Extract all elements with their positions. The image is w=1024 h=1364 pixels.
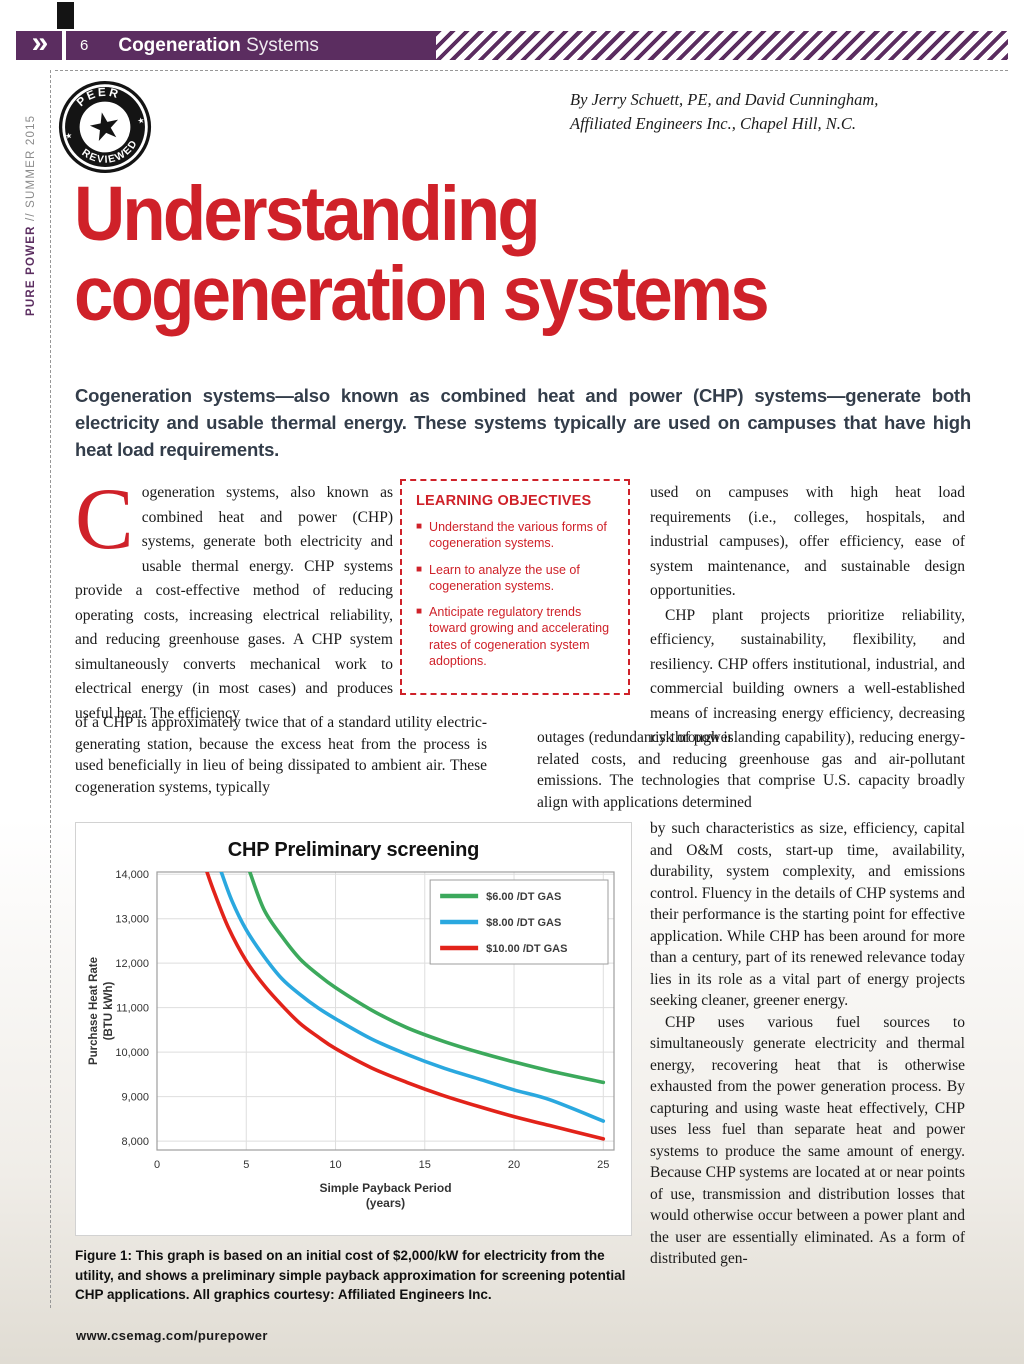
learning-objective-text: Anticipate regulatory trends toward grow… — [429, 605, 610, 668]
svg-text:20: 20 — [508, 1159, 520, 1171]
byline-affiliation: Affiliated Engineers Inc., Chapel Hill, … — [570, 113, 856, 133]
figure1: CHP Preliminary screening 0 5 10 15 20 25 8,00… — [75, 822, 632, 1236]
learning-objectives-list: ■ Understand the various forms of cogener… — [416, 519, 614, 669]
drop-cap: C — [75, 471, 134, 568]
diagonal-stripes-decoration — [436, 31, 1008, 60]
page-number: 6 — [80, 37, 89, 54]
svg-text:(BTU kWh): (BTU kWh) — [103, 981, 115, 1040]
learning-objective-item: ■ Understand the various forms of cogener… — [416, 519, 614, 552]
body-paragraph: CHP plant projects prioritize reliabilit… — [650, 606, 965, 747]
svg-text:$8.00 /DT GAS: $8.00 /DT GAS — [486, 917, 561, 929]
figure1-caption: Figure 1: This graph is based on an init… — [75, 1248, 626, 1302]
svg-text:$10.00 /DT GAS: $10.00 /DT GAS — [486, 943, 567, 955]
section-title: Cogeneration Systems — [118, 35, 319, 57]
body-paragraph: used on campuses with high heat load req… — [650, 484, 965, 599]
svg-text:8,000: 8,000 — [121, 1136, 149, 1148]
byline-authors: By Jerry Schuett, PE, and David Cunningh… — [570, 90, 879, 109]
badge-side-star-right-icon: ★ — [137, 115, 146, 125]
body-paragraph: of a CHP is approximately twice that of … — [75, 714, 487, 796]
magazine-issue: // SUMMER 2015 — [25, 114, 37, 226]
section-title-main: Cogeneration — [118, 34, 241, 56]
svg-text:11,000: 11,000 — [116, 1003, 149, 1015]
body-paragraph: by such characteristics as size, efficie… — [650, 820, 965, 1009]
svg-text:10,000: 10,000 — [115, 1047, 149, 1059]
svg-text:Purchase Heat Rate: Purchase Heat Rate — [88, 957, 100, 1065]
learning-objective-text: Understand the various forms of cogenera… — [429, 520, 607, 551]
spine-mark — [57, 2, 74, 29]
article-title: Understanding cogeneration systems — [74, 171, 770, 337]
svg-text:Simple Payback Period: Simple Payback Period — [319, 1181, 451, 1195]
bullet-square-icon: ■ — [416, 563, 423, 575]
byline: By Jerry Schuett, PE, and David Cunningh… — [570, 88, 970, 136]
body-paragraph: outages (redundancy through islanding ca… — [537, 729, 965, 811]
article-title-line1: Understanding — [74, 171, 541, 257]
bullet-square-icon: ■ — [416, 606, 423, 617]
body-column-2: used on campuses with high heat load req… — [650, 481, 965, 751]
svg-text:$6.00 /DT GAS: $6.00 /DT GAS — [486, 891, 561, 903]
svg-text:0: 0 — [154, 1159, 160, 1171]
footer: www.csemag.com/purepower — [76, 1328, 268, 1343]
body-paragraph: ogeneration systems, also known as combi… — [75, 484, 393, 722]
svg-text:5: 5 — [243, 1159, 249, 1171]
learning-objective-item: ■ Learn to analyze the use of cogeneratio… — [416, 562, 614, 595]
vertical-dashed-rule — [50, 70, 51, 1308]
svg-text:15: 15 — [419, 1159, 431, 1171]
learning-objective-item: ■ Anticipate regulatory trends toward gro… — [416, 604, 614, 669]
svg-text:25: 25 — [597, 1159, 609, 1171]
learning-objective-text: Learn to analyze the use of cogeneration… — [429, 562, 580, 593]
body-column-3: by such characteristics as size, efficie… — [650, 818, 965, 1270]
chart-title: CHP Preliminary screening — [227, 839, 480, 861]
chevron-glyphs: » — [31, 26, 49, 59]
svg-text:9,000: 9,000 — [121, 1092, 149, 1104]
footer-link[interactable]: www.csemag.com/purepower — [76, 1328, 268, 1343]
svg-text:(years): (years) — [366, 1196, 405, 1210]
magazine-spine-text: PURE POWER // SUMMER 2015 — [25, 74, 37, 316]
chp-screening-chart: 0 5 10 15 20 25 8,000 9,000 10,000 11,000 12,000 13… — [88, 869, 615, 1210]
learning-objectives-box: LEARNING OBJECTIVES ■ Understand the vari… — [400, 479, 630, 695]
svg-text:12,000: 12,000 — [115, 958, 149, 970]
learning-objectives-title: LEARNING OBJECTIVES — [416, 493, 592, 509]
badge-side-star-left-icon: ★ — [64, 131, 73, 141]
magazine-brand: PURE POWER — [25, 225, 37, 316]
svg-text:10: 10 — [329, 1159, 341, 1171]
section-title-sub: Systems — [240, 34, 319, 56]
chp-screening-chart-container: 0 5 10 15 20 25 8,000 9,000 10,000 11,000 12,000 13… — [76, 864, 631, 1216]
svg-text:14,000: 14,000 — [115, 869, 149, 881]
horizontal-dashed-rule — [55, 70, 1008, 71]
article-deck: Cogeneration systems—also known as combi… — [75, 385, 971, 460]
chevrons-icon: » — [16, 26, 62, 60]
article-title-line2: cogeneration systems — [74, 251, 770, 337]
bullet-square-icon: ■ — [416, 521, 423, 532]
section-header-bar: 6 Cogeneration Systems — [66, 31, 1008, 60]
svg-text:13,000: 13,000 — [115, 914, 149, 926]
body-paragraph: CHP uses various fuel sources to simulta… — [650, 1013, 965, 1268]
badge-star-icon: ★ — [84, 104, 125, 151]
peer-reviewed-badge: ★ PEER REVIEWED ★ ★ — [58, 80, 152, 174]
